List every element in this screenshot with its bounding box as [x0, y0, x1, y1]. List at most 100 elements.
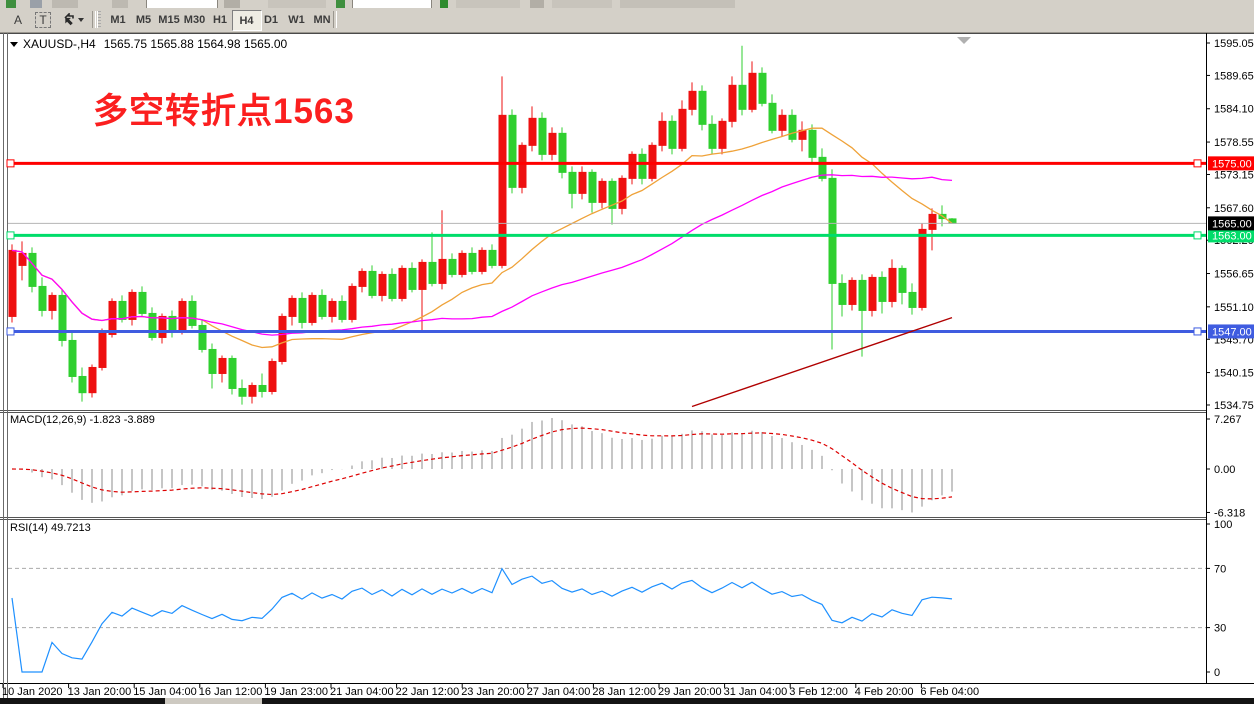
horizontal-scrollbar-thumb[interactable]	[165, 698, 262, 704]
candle-body	[298, 297, 307, 323]
rsi-tick-label: 30	[1214, 623, 1226, 635]
candle-body	[928, 213, 937, 230]
candle-body	[338, 300, 347, 320]
macd-histogram	[21, 418, 953, 513]
rsi-indicator-label: RSI(14) 49.7213	[10, 522, 91, 534]
objects-arrows-button[interactable]	[58, 10, 88, 29]
candle-body	[708, 123, 717, 149]
candle-body	[468, 252, 477, 272]
toolbar-fragment	[52, 0, 78, 8]
time-tick-label: 16 Jan 12:00	[199, 686, 263, 698]
timeframe-button-H1[interactable]: H1	[212, 13, 228, 26]
candle-body	[358, 270, 367, 287]
toolbar-fragment	[268, 0, 326, 8]
candle-body	[228, 357, 237, 389]
text-cursor-button[interactable]: A	[8, 10, 28, 29]
candle-body	[238, 387, 247, 397]
candle-body	[188, 300, 197, 326]
hline-handle[interactable]	[1193, 159, 1202, 168]
toolbar-fragment	[552, 0, 612, 8]
candle-body	[618, 177, 627, 209]
candle-body	[418, 261, 427, 290]
hline-handle[interactable]	[6, 327, 15, 336]
chart-text-annotation[interactable]: 多空转折点1563	[93, 92, 355, 131]
timeframe-button-M5[interactable]: M5	[135, 13, 152, 26]
text-label-glyph: T	[39, 12, 47, 27]
current-price-badge	[1208, 216, 1254, 231]
timeframe-button-H4[interactable]: H4	[231, 10, 262, 31]
objects-arrows-icon	[64, 13, 74, 26]
candle-body	[198, 324, 207, 350]
candle-body	[568, 171, 577, 194]
hline-handle[interactable]	[6, 231, 15, 240]
candle-body	[698, 90, 707, 125]
toolbar-fragment	[6, 0, 16, 8]
candle-body	[778, 114, 787, 131]
rsi-tick-label: 100	[1214, 519, 1232, 531]
candle-body	[758, 72, 767, 104]
candle-body	[288, 297, 297, 317]
hline-handle[interactable]	[1193, 327, 1202, 336]
timeframe-button-M15[interactable]: M15	[158, 13, 180, 26]
candle-body	[428, 261, 437, 284]
candle-body	[68, 339, 77, 377]
ohlc-readout: 1565.75 1565.88 1564.98 1565.00	[103, 37, 288, 51]
timeframe-button-M1[interactable]: M1	[110, 13, 126, 26]
hline-price-badge	[1208, 324, 1254, 339]
candle-body	[718, 120, 727, 149]
candle-body	[728, 84, 737, 122]
candle-body	[488, 249, 497, 266]
timeframe-button-MN[interactable]: MN	[313, 13, 331, 26]
price-tick-label: 1540.15	[1214, 368, 1254, 380]
candle-body	[8, 249, 17, 317]
macd-tick-label: 0.00	[1214, 464, 1235, 476]
toolbar-fragment	[30, 0, 42, 8]
candle-body	[458, 252, 467, 275]
candle-body	[208, 348, 217, 374]
timeframe-button-M30[interactable]: M30	[183, 13, 206, 26]
time-tick-label: 21 Jan 04:00	[330, 686, 394, 698]
time-tick-label: 15 Jan 04:00	[133, 686, 197, 698]
candle-body	[638, 153, 647, 179]
candle-body	[438, 258, 447, 284]
candle-body	[898, 267, 907, 293]
symbol-dropdown-icon[interactable]	[10, 41, 18, 47]
price-tick-label: 1595.05	[1214, 38, 1254, 50]
hline-price-badge-text: 1547.00	[1212, 326, 1252, 338]
candle-body	[558, 132, 567, 173]
price-tick-label: 1589.65	[1214, 70, 1254, 82]
candle-body	[818, 156, 827, 179]
price-tick-label: 1584.10	[1214, 104, 1254, 116]
macd-indicator-label: MACD(12,26,9) -1.823 -3.889	[10, 414, 155, 426]
price-tick-label: 1567.60	[1214, 203, 1254, 215]
candle-body	[858, 279, 867, 311]
text-cursor-label: A	[13, 12, 22, 27]
candle-body	[848, 279, 857, 305]
hline-handle[interactable]	[6, 159, 15, 168]
chart-title: XAUUSD-,H4 1565.75 1565.88 1564.98 1565.…	[10, 37, 287, 51]
hline-price-badge-text: 1575.00	[1212, 158, 1252, 170]
candle-body	[158, 315, 167, 338]
toolbar-fragment	[530, 0, 544, 8]
candle-body	[628, 153, 637, 179]
toolbar-fragment	[620, 0, 735, 8]
toolbar-grip[interactable]	[97, 11, 101, 28]
clipped-toolbar-row	[0, 0, 1254, 9]
trendline[interactable]	[691, 316, 953, 408]
text-label-button[interactable]: T	[32, 10, 54, 29]
hline-handle[interactable]	[1193, 231, 1202, 240]
timeframe-button-W1[interactable]: W1	[288, 13, 305, 26]
candle-body	[348, 285, 357, 320]
candle-body	[258, 384, 267, 392]
candle-body	[508, 114, 517, 188]
candle-body	[578, 171, 587, 194]
candle-body	[118, 300, 127, 320]
time-tick-label: 27 Jan 04:00	[527, 686, 591, 698]
chart-shift-marker[interactable]	[957, 37, 971, 44]
rsi-line	[11, 567, 953, 673]
horizontal-scrollbar[interactable]	[0, 698, 1254, 704]
candle-body	[748, 72, 757, 110]
candle-body	[128, 291, 137, 320]
toolbar-fragment	[440, 0, 448, 8]
timeframe-button-D1[interactable]: D1	[263, 13, 279, 26]
